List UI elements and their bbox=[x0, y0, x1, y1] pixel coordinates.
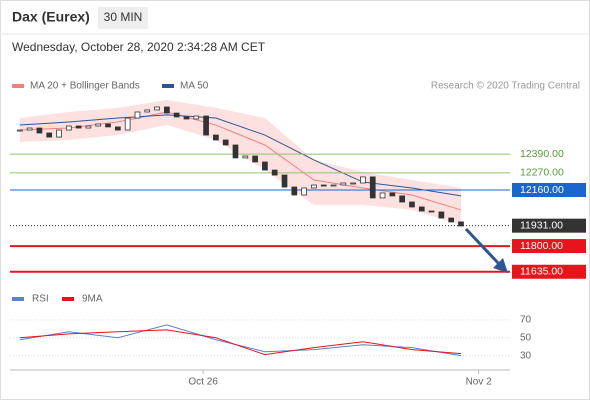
x-tick-label: Nov 2 bbox=[466, 377, 493, 388]
candle bbox=[330, 184, 337, 187]
timeframe-box bbox=[98, 7, 148, 29]
level-label: 12270.00 bbox=[520, 167, 564, 179]
legend-swatch bbox=[62, 297, 74, 301]
chart-title: Dax (Eurex) bbox=[12, 9, 90, 25]
candle bbox=[232, 144, 239, 159]
candle bbox=[16, 129, 23, 132]
candle bbox=[85, 125, 92, 129]
candle bbox=[56, 129, 62, 138]
legend-swatch bbox=[12, 297, 24, 301]
level-label-box bbox=[512, 183, 586, 197]
candle bbox=[301, 187, 307, 196]
candle bbox=[193, 115, 200, 120]
candle bbox=[222, 139, 229, 146]
level-label: 11800.00 bbox=[520, 240, 563, 252]
level-label: 12390.00 bbox=[520, 148, 564, 160]
legend-swatch bbox=[12, 84, 24, 88]
legend-label: MA 50 bbox=[180, 81, 209, 92]
candle bbox=[183, 116, 190, 120]
legend-swatch bbox=[162, 84, 174, 88]
rsi-tick-label: 30 bbox=[520, 350, 532, 361]
candle bbox=[154, 106, 160, 111]
candle bbox=[428, 210, 435, 213]
candle bbox=[105, 123, 111, 128]
candle bbox=[291, 186, 298, 196]
rsi-line bbox=[19, 329, 462, 356]
level-label-box bbox=[512, 239, 586, 254]
level-label-box bbox=[512, 218, 586, 233]
rsi-tick-label: 70 bbox=[520, 315, 532, 326]
candle bbox=[173, 112, 180, 118]
rsi-line bbox=[19, 324, 462, 357]
rsi-tick-label: 50 bbox=[520, 332, 532, 343]
level-label-box bbox=[512, 264, 586, 279]
candle bbox=[124, 117, 131, 131]
candle bbox=[26, 127, 33, 131]
candle bbox=[409, 201, 415, 208]
moving-average bbox=[19, 114, 462, 197]
candle bbox=[389, 192, 396, 197]
candle bbox=[46, 132, 53, 138]
moving-average bbox=[19, 111, 462, 211]
candle bbox=[213, 134, 219, 141]
candle bbox=[340, 182, 347, 186]
level-label: 12160.00 bbox=[520, 184, 564, 196]
candle bbox=[320, 184, 327, 187]
candle bbox=[438, 211, 445, 219]
candle bbox=[114, 126, 121, 131]
candle bbox=[350, 182, 356, 185]
candle bbox=[252, 155, 258, 163]
source: Research © 2020 Trading Central bbox=[431, 81, 580, 92]
candle bbox=[379, 192, 386, 199]
candle bbox=[399, 195, 406, 203]
candle bbox=[164, 106, 170, 114]
candle bbox=[65, 125, 72, 131]
subtitle: Wednesday, October 28, 2020 2:34:28 AM C… bbox=[12, 40, 266, 54]
candle bbox=[75, 125, 82, 129]
candle bbox=[281, 174, 288, 188]
candle bbox=[418, 206, 425, 212]
level-label: 11931.00 bbox=[520, 219, 563, 231]
candle bbox=[271, 169, 278, 176]
candle bbox=[311, 184, 317, 189]
candle bbox=[369, 176, 376, 199]
bollinger-band bbox=[19, 99, 461, 226]
candle bbox=[95, 123, 102, 127]
level-label: 11635.00 bbox=[520, 266, 563, 278]
candle bbox=[203, 115, 209, 136]
candle bbox=[36, 127, 43, 134]
forecast-arrow bbox=[464, 227, 508, 273]
x-tick-label: Oct 26 bbox=[188, 377, 218, 388]
candle bbox=[360, 176, 366, 184]
legend-label: RSI bbox=[32, 294, 49, 305]
legend-label: MA 20 + Bollinger Bands bbox=[30, 81, 140, 92]
legend-label: 9MA bbox=[82, 294, 103, 305]
candle bbox=[134, 111, 141, 119]
candle bbox=[242, 155, 249, 159]
candle bbox=[262, 161, 268, 171]
timeframe: 30 MIN bbox=[104, 10, 143, 24]
candle bbox=[448, 217, 455, 223]
candle bbox=[458, 221, 464, 227]
candle bbox=[144, 109, 151, 113]
